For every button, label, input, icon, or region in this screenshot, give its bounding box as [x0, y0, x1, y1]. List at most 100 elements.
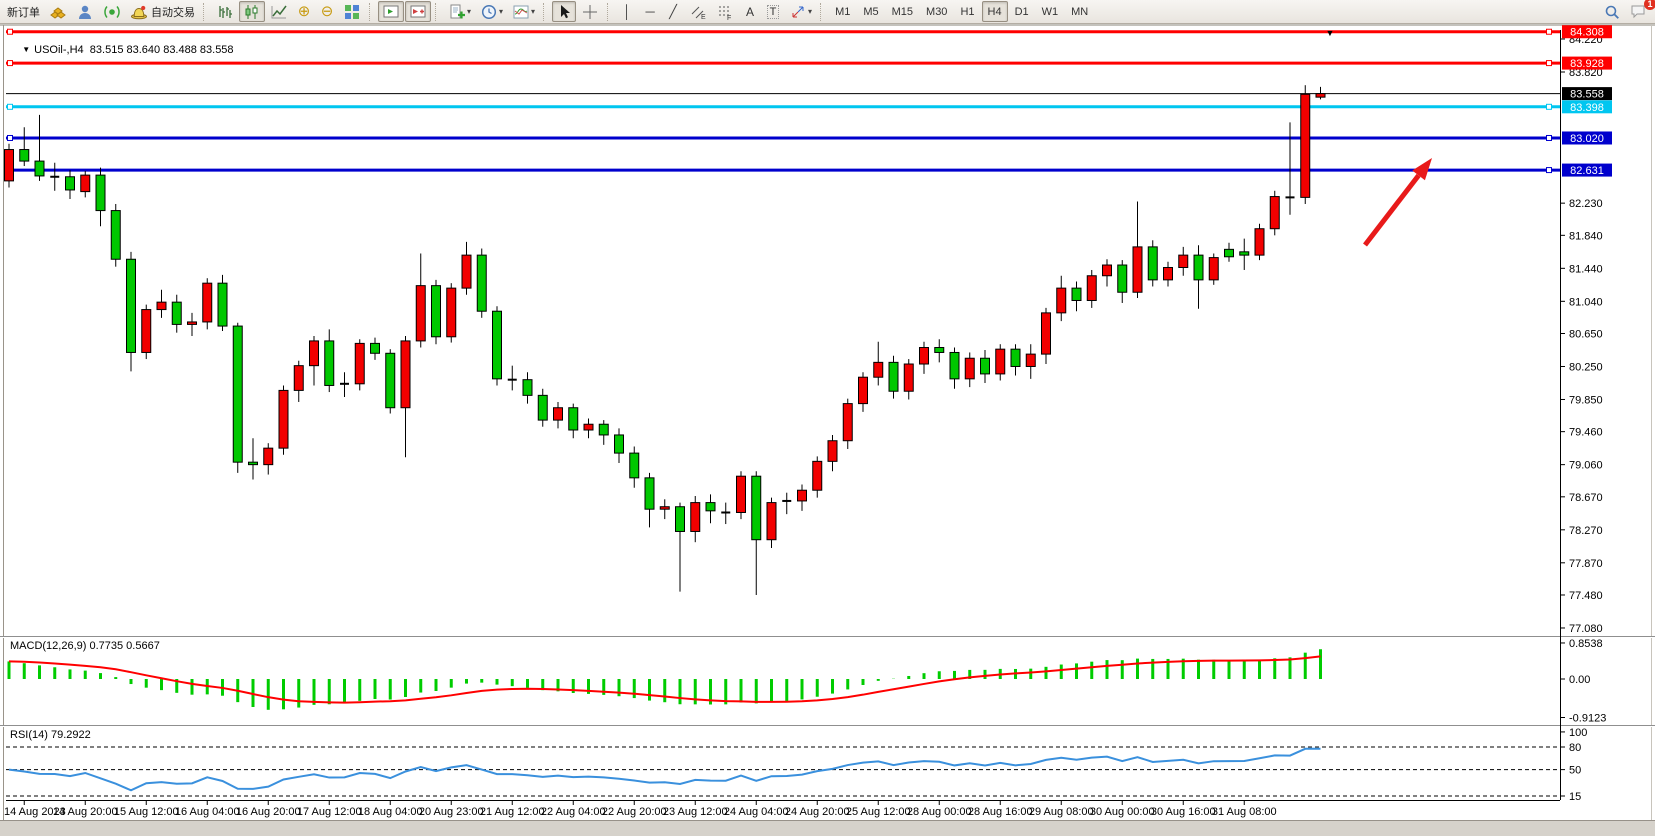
svg-text:0.8538: 0.8538 — [1569, 638, 1603, 650]
indicators-button[interactable]: ▾ — [508, 1, 539, 22]
price-level-label-82.631: 82.631 — [1562, 163, 1612, 177]
fibonacci-icon: F — [716, 3, 734, 21]
timeframe-d1-button[interactable]: D1 — [1014, 5, 1029, 18]
svg-text:16 Aug 20:00: 16 Aug 20:00 — [236, 806, 301, 818]
svg-text:22 Aug 20:00: 22 Aug 20:00 — [602, 806, 667, 818]
zoom-in-icon: ⊕ — [297, 3, 311, 20]
cursor-button[interactable] — [552, 1, 577, 22]
timeframe-m5-button[interactable]: M5 — [863, 5, 879, 18]
text-label-button[interactable]: T — [762, 1, 784, 22]
new-chart-button[interactable]: ▾ — [444, 1, 475, 22]
svg-text:30 Aug 00:00: 30 Aug 00:00 — [1090, 806, 1155, 818]
svg-text:F: F — [727, 15, 731, 21]
line-handle[interactable] — [7, 134, 13, 141]
svg-text:80.650: 80.650 — [1569, 328, 1603, 340]
text-label-icon: T — [766, 4, 780, 19]
line-handle[interactable] — [1546, 28, 1552, 35]
svg-text:-0.9123: -0.9123 — [1569, 712, 1606, 724]
crosshair-icon — [581, 3, 599, 21]
auto-trading-button[interactable]: 自动交易 — [126, 1, 199, 22]
line-handle[interactable] — [1546, 134, 1552, 141]
tile-windows-icon — [343, 3, 361, 21]
timeframe-m30-button[interactable]: M30 — [926, 5, 948, 18]
equidistant-channel-button[interactable]: E — [685, 1, 711, 22]
market-watch-button[interactable] — [45, 1, 71, 22]
ohlc-quote-text: 83.515 83.640 83.488 83.558 — [89, 44, 234, 56]
arrows-button[interactable]: ▾ — [785, 1, 816, 22]
timeframe-m1-button[interactable]: M1 — [835, 5, 851, 18]
new-order-button[interactable]: 新订单 — [7, 6, 40, 19]
ea-hat-icon — [130, 3, 148, 21]
line-handle[interactable] — [1546, 103, 1552, 110]
chevron-down-icon: ▾ — [499, 7, 504, 16]
svg-text:15: 15 — [1569, 791, 1581, 803]
search-button[interactable] — [1599, 1, 1625, 22]
line-handle[interactable] — [7, 60, 13, 67]
svg-text:83.928: 83.928 — [1570, 58, 1604, 70]
svg-text:18 Aug 04:00: 18 Aug 04:00 — [358, 806, 423, 818]
line-chart-button[interactable] — [266, 1, 292, 22]
trendline-button[interactable]: ╱ — [662, 1, 684, 22]
svg-text:83.558: 83.558 — [1570, 89, 1604, 101]
line-handle[interactable] — [1546, 60, 1552, 67]
price-axis[interactable]: 84.22083.82082.23081.84081.44081.04080.6… — [1560, 25, 1612, 803]
notifications-button[interactable]: 1 — [1626, 0, 1655, 22]
collapse-triangle-icon[interactable]: ▼ — [22, 45, 31, 54]
timeframe-w1-button[interactable]: W1 — [1041, 5, 1059, 18]
trend-arrow-annotation[interactable] — [1363, 158, 1432, 247]
pane-separators[interactable] — [0, 636, 1655, 727]
svg-text:79.460: 79.460 — [1569, 427, 1603, 439]
line-handle[interactable] — [7, 103, 13, 110]
crosshair-button[interactable] — [577, 1, 603, 22]
periods-button[interactable]: ▾ — [476, 1, 507, 22]
timeframe-m15-button[interactable]: M15 — [891, 5, 914, 18]
svg-text:24 Aug 20:00: 24 Aug 20:00 — [785, 806, 850, 818]
tile-windows-button[interactable] — [339, 1, 365, 22]
timeframe-mn-button[interactable]: MN — [1071, 5, 1089, 18]
vertical-line-icon: │ — [622, 4, 632, 19]
svg-text:E: E — [701, 14, 706, 21]
rsi-pane — [6, 746, 1560, 797]
chevron-down-icon: ▾ — [808, 7, 813, 16]
toolbar-separator — [369, 2, 374, 21]
zoom-out-icon: ⊖ — [320, 3, 334, 20]
line-handle[interactable] — [7, 28, 13, 35]
clock-icon — [480, 3, 498, 21]
price-level-line-84.308[interactable] — [6, 28, 1560, 35]
zoom-out-button[interactable]: ⊖ — [316, 1, 338, 22]
candlestick-chart-button[interactable] — [239, 1, 265, 22]
chart-symbol-label: ▼ USOil-,H4 83.515 83.640 83.488 83.558 — [10, 32, 234, 68]
toolbar-separator — [543, 2, 548, 21]
price-level-label-84.308: 84.308 — [1562, 25, 1612, 39]
svg-text:15 Aug 12:00: 15 Aug 12:00 — [114, 806, 179, 818]
chart-shift-button[interactable] — [405, 1, 431, 22]
timeframe-h4-button[interactable]: H4 — [981, 1, 1008, 22]
fibonacci-button[interactable]: F — [712, 1, 738, 22]
svg-text:28 Aug 00:00: 28 Aug 00:00 — [907, 806, 972, 818]
text-button[interactable]: A — [739, 1, 761, 22]
svg-text:16 Aug 04:00: 16 Aug 04:00 — [175, 806, 240, 818]
data-window-button[interactable] — [72, 1, 98, 22]
line-handle[interactable] — [1546, 167, 1552, 174]
notification-badge: 1 — [1644, 0, 1655, 10]
vertical-line-button[interactable]: │ — [616, 1, 638, 22]
price-level-label-83.020: 83.020 — [1562, 131, 1612, 145]
svg-text:0.00: 0.00 — [1569, 674, 1590, 686]
svg-text:▼: ▼ — [1326, 28, 1335, 38]
svg-text:83.398: 83.398 — [1570, 102, 1604, 114]
bar-chart-button[interactable] — [212, 1, 238, 22]
horizontal-line-button[interactable]: ─ — [639, 1, 661, 22]
navigator-button[interactable] — [99, 1, 125, 22]
zoom-in-button[interactable]: ⊕ — [293, 1, 315, 22]
svg-text:30 Aug 16:00: 30 Aug 16:00 — [1151, 806, 1216, 818]
svg-text:82.230: 82.230 — [1569, 198, 1603, 210]
channel-icon: E — [689, 3, 707, 21]
auto-scroll-button[interactable] — [378, 1, 404, 22]
timeframe-h1-button[interactable]: H1 — [960, 5, 975, 18]
price-level-line-83.928[interactable] — [6, 60, 1560, 67]
price-level-label-83.558: 83.558 — [1562, 87, 1612, 101]
svg-text:77.480: 77.480 — [1569, 590, 1603, 602]
toolbar-separator — [203, 2, 208, 21]
